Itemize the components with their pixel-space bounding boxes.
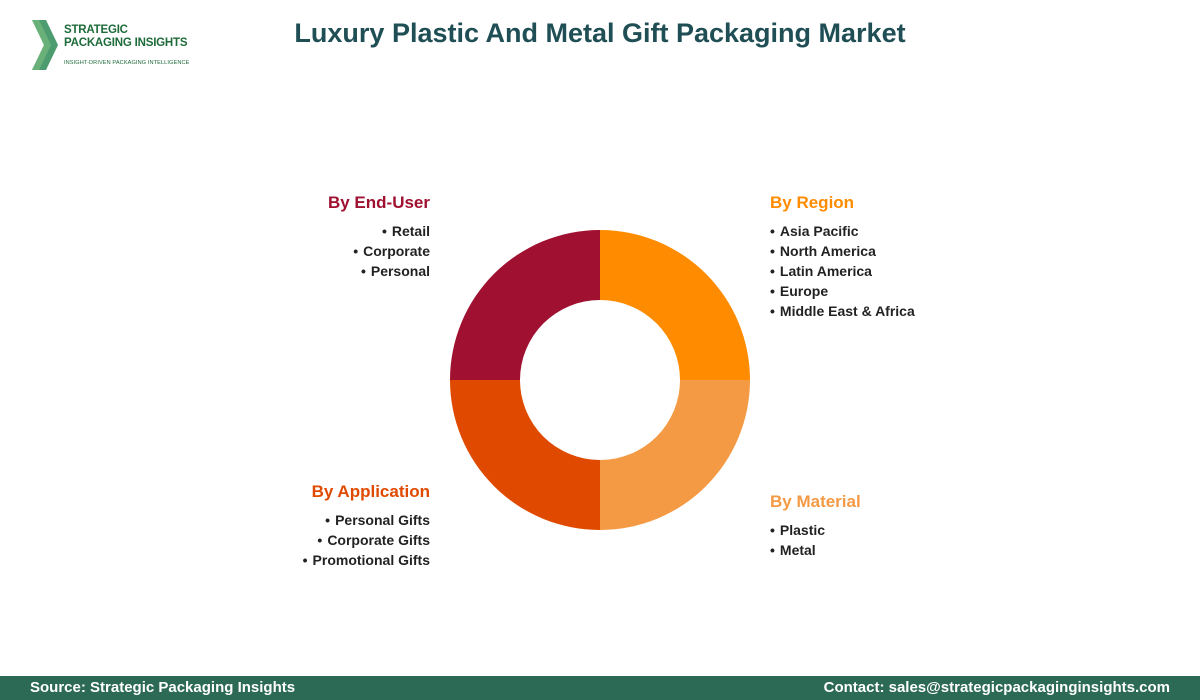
list-item: Retail	[170, 221, 430, 241]
footer-bar: Source: Strategic Packaging Insights Con…	[0, 676, 1200, 700]
segment-end-user-list: Retail Corporate Personal	[170, 221, 430, 281]
segment-region-list: Asia Pacific North America Latin America…	[770, 221, 1030, 321]
footer-contact[interactable]: Contact: sales@strategicpackaginginsight…	[823, 679, 1170, 696]
list-item: Asia Pacific	[770, 221, 1030, 241]
segment-end-user: By End-User Retail Corporate Personal	[170, 193, 430, 281]
list-item: Plastic	[770, 520, 1030, 540]
segment-application-title: By Application	[311, 482, 430, 501]
logo-line-2: PACKAGING INSIGHTS	[64, 37, 188, 49]
segment-application: By Application Personal Gifts Corporate …	[170, 482, 430, 570]
segment-material-list: Plastic Metal	[770, 520, 1030, 560]
segment-material: By Material Plastic Metal	[770, 492, 1030, 560]
list-item: Metal	[770, 540, 1030, 560]
segment-region-title: By Region	[770, 193, 855, 212]
list-item: Personal Gifts	[170, 510, 430, 530]
donut-slice-by-material	[600, 380, 750, 530]
list-item: Middle East & Africa	[770, 301, 1030, 321]
chart-title: Luxury Plastic And Metal Gift Packaging …	[294, 18, 906, 48]
brand-logo: STRATEGIC PACKAGING INSIGHTS INSIGHT-DRI…	[30, 18, 200, 72]
segment-material-title: By Material	[770, 492, 861, 511]
segment-end-user-title: By End-User	[327, 193, 430, 212]
list-item: Personal	[170, 261, 430, 281]
donut-slice-by-end-user	[450, 230, 600, 380]
donut-slice-by-application	[450, 380, 600, 530]
segment-region: By Region Asia Pacific North America Lat…	[770, 193, 1030, 321]
list-item: North America	[770, 241, 1030, 261]
segment-application-list: Personal Gifts Corporate Gifts Promotion…	[170, 510, 430, 570]
footer-source: Source: Strategic Packaging Insights	[30, 679, 296, 696]
list-item: Latin America	[770, 261, 1030, 281]
list-item: Corporate	[170, 241, 430, 261]
logo-tagline: INSIGHT-DRIVEN PACKAGING INTELLIGENCE	[64, 60, 190, 66]
logo-chevron-icon	[32, 20, 58, 70]
logo-line-1: STRATEGIC	[64, 24, 128, 36]
list-item: Europe	[770, 281, 1030, 301]
list-item: Promotional Gifts	[170, 550, 430, 570]
donut-slice-by-region	[600, 230, 750, 380]
list-item: Corporate Gifts	[170, 530, 430, 550]
